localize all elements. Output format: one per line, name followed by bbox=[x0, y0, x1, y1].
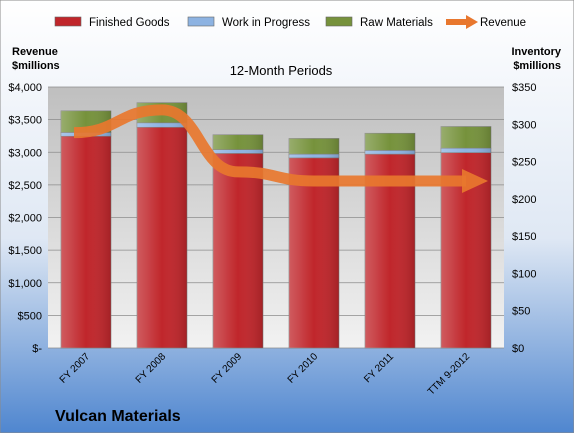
bar-shine bbox=[213, 134, 263, 150]
right-tick-label: $0 bbox=[512, 343, 524, 355]
left-tick-label: $1,500 bbox=[8, 245, 42, 257]
right-tick-label: $200 bbox=[512, 194, 536, 206]
left-axis-ticks: $- $500 $1,000 $1,500 $2,000 $2,500 $3,000 $3,5… bbox=[8, 82, 42, 355]
legend-label: Work in Progress bbox=[222, 17, 310, 29]
bar-shine bbox=[137, 122, 187, 128]
left-tick-label: $500 bbox=[18, 310, 42, 322]
left-axis-label-line2: $millions bbox=[12, 60, 60, 72]
legend: Finished Goods Work in Progress Raw Materi… bbox=[54, 15, 526, 29]
revenue-arrowhead bbox=[462, 168, 488, 193]
bar-shine bbox=[365, 150, 415, 155]
legend-label: Revenue bbox=[480, 17, 526, 29]
right-tick-label: $100 bbox=[512, 268, 536, 280]
left-axis-label-line1: Revenue bbox=[12, 46, 58, 58]
left-tick-label: $3,000 bbox=[8, 147, 42, 159]
right-tick-label: $150 bbox=[512, 231, 536, 243]
chart-title: 12-Month Periods bbox=[230, 63, 333, 78]
bar-shine bbox=[137, 127, 187, 348]
bar-shine bbox=[213, 153, 263, 348]
right-axis-ticks: $0 $50 $100 $150 $200 $250 $300 $350 bbox=[512, 82, 536, 355]
left-tick-label: $1,000 bbox=[8, 278, 42, 290]
legend-arrow bbox=[466, 15, 478, 29]
company-name: Vulcan Materials bbox=[55, 408, 181, 425]
bar-shine bbox=[61, 136, 111, 348]
bar-shine bbox=[213, 149, 263, 154]
revenue-line bbox=[73, 104, 467, 187]
legend-swatch bbox=[325, 16, 353, 27]
left-tick-label: $4,000 bbox=[8, 82, 42, 94]
bar-shine bbox=[441, 148, 491, 153]
left-tick-label: $2,000 bbox=[8, 213, 42, 225]
bar-shine bbox=[365, 133, 415, 151]
right-tick-label: $50 bbox=[512, 306, 530, 318]
legend-swatch bbox=[54, 16, 82, 27]
left-tick-label: $3,500 bbox=[8, 115, 42, 127]
legend-swatch bbox=[187, 16, 215, 27]
right-tick-label: $300 bbox=[512, 119, 536, 131]
right-tick-label: $250 bbox=[512, 157, 536, 169]
right-axis-label-line1: Inventory bbox=[511, 46, 561, 58]
bar-shine bbox=[289, 157, 339, 348]
legend-label: Raw Materials bbox=[360, 17, 433, 29]
bar-shine bbox=[441, 126, 491, 149]
bar-shine bbox=[289, 154, 339, 158]
right-axis-label-line2: $millions bbox=[513, 60, 561, 72]
left-tick-label: $2,500 bbox=[8, 180, 42, 192]
revenue-line-group bbox=[73, 104, 488, 193]
bar-shine bbox=[289, 138, 339, 155]
right-tick-label: $350 bbox=[512, 82, 536, 94]
left-tick-label: $- bbox=[32, 343, 42, 355]
legend-label: Finished Goods bbox=[89, 17, 170, 29]
